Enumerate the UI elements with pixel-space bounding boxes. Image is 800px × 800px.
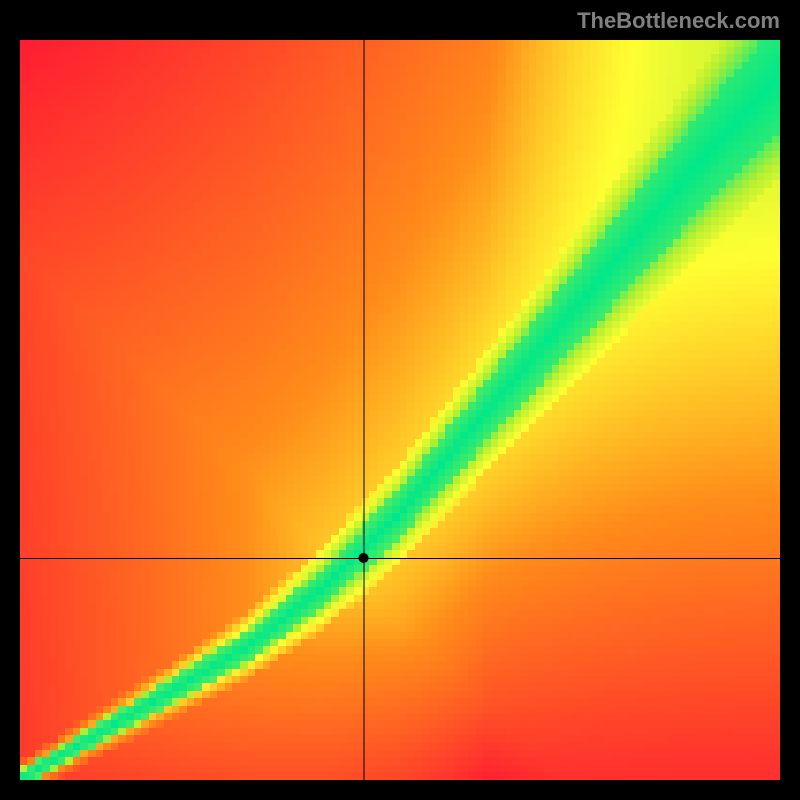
plot-area <box>20 40 780 780</box>
watermark-label: TheBottleneck.com <box>577 8 780 34</box>
heatmap-canvas <box>20 40 780 780</box>
chart-root: TheBottleneck.com <box>0 0 800 800</box>
